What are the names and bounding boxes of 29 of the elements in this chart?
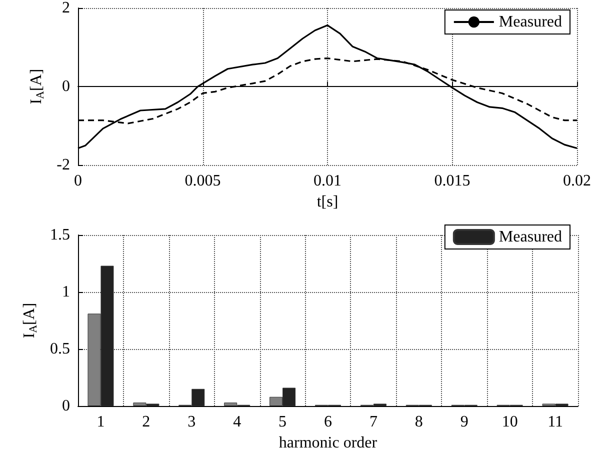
- x-tick-label: 5: [278, 414, 287, 430]
- y-tick-label: 1.5: [50, 226, 70, 244]
- x-tick-label: 11: [548, 414, 563, 430]
- x-tick-label: 0.02: [563, 172, 591, 190]
- y-tick-label: -2: [56, 156, 70, 174]
- x-axis-title: harmonic order: [278, 434, 378, 452]
- x-tick-label: 0: [74, 172, 82, 190]
- x-tick-label: 4: [233, 414, 242, 430]
- y-tick-label: 2: [62, 0, 70, 16]
- legend-label: Measured: [498, 14, 562, 30]
- legend-label: Measured: [498, 228, 562, 246]
- x-tick-label: 0.005: [184, 172, 221, 190]
- x-tick-label: 1: [96, 414, 105, 430]
- x-tick-label: 7: [369, 414, 378, 430]
- y-axis-title: IA[A]: [21, 302, 40, 338]
- x-tick-label: 10: [502, 414, 518, 430]
- x-axis-title: t[s]: [316, 194, 338, 210]
- x-tick-label: 2: [142, 414, 150, 430]
- y-axis-title: IA[A]: [28, 68, 46, 104]
- x-tick-label: 6: [324, 414, 332, 430]
- x-tick-label: 0.01: [314, 172, 342, 190]
- y-tick-label: 0: [62, 398, 70, 414]
- y-tick-label: 1: [62, 284, 70, 300]
- y-tick-label: 0.5: [50, 340, 70, 358]
- x-tick-label: 0.015: [434, 172, 470, 190]
- y-tick-label: 0: [62, 78, 70, 96]
- x-tick-label: 8: [414, 414, 423, 430]
- x-tick-label: 3: [188, 414, 196, 430]
- x-tick-label: 9: [460, 414, 468, 430]
